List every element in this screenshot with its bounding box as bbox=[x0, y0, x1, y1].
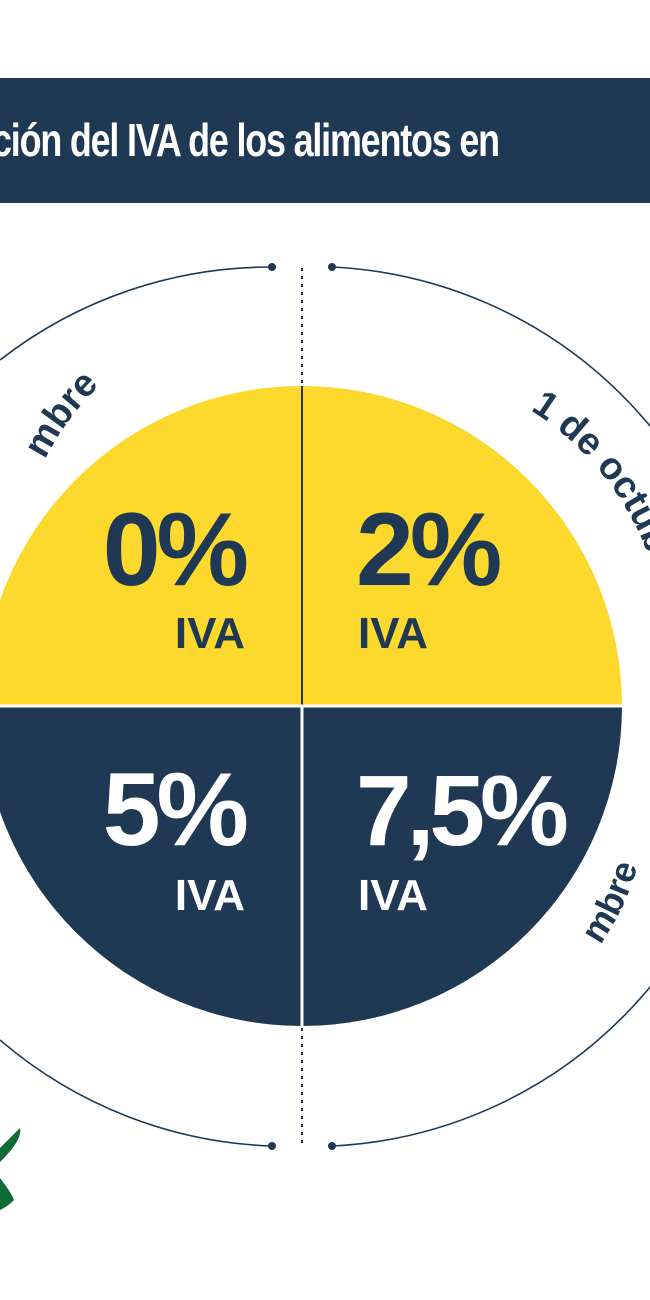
arc-label-top-left: mbre bbox=[16, 362, 106, 464]
quadrant-top-left bbox=[0, 386, 302, 706]
rate-label-bottom-right: IVA bbox=[358, 871, 428, 920]
arc-endpoint-dot bbox=[328, 263, 336, 271]
arc-endpoint-dot bbox=[268, 263, 276, 271]
rate-label-top-left: IVA bbox=[175, 609, 245, 658]
arc-endpoint-dot bbox=[268, 1142, 276, 1150]
arc-endpoint-dot bbox=[328, 1142, 336, 1150]
rate-value-top-right: 2% bbox=[356, 492, 500, 608]
outer-arc-right bbox=[331, 266, 650, 1147]
rate-label-bottom-left: IVA bbox=[175, 871, 245, 920]
leaf-decoration-upper bbox=[0, 1128, 21, 1162]
rate-value-bottom-right: 7,5% bbox=[356, 755, 567, 867]
quadrant-bottom-left bbox=[0, 706, 302, 1026]
title-banner: ción del IVA de los alimentos en bbox=[0, 78, 650, 203]
rate-value-top-left: 0% bbox=[103, 492, 247, 608]
quadrant-bottom-right bbox=[302, 706, 622, 1026]
outer-arc-left-bottom bbox=[0, 1039, 273, 1147]
leaf-decoration-lower bbox=[0, 1178, 14, 1210]
arc-label-bottom-right: mbre bbox=[572, 856, 645, 950]
rate-label-top-right: IVA bbox=[358, 609, 428, 658]
outer-arc-left bbox=[0, 266, 273, 361]
rate-value-bottom-left: 5% bbox=[103, 752, 247, 868]
quadrant-top-right bbox=[302, 386, 622, 706]
page-title: ción del IVA de los alimentos en bbox=[0, 114, 500, 166]
